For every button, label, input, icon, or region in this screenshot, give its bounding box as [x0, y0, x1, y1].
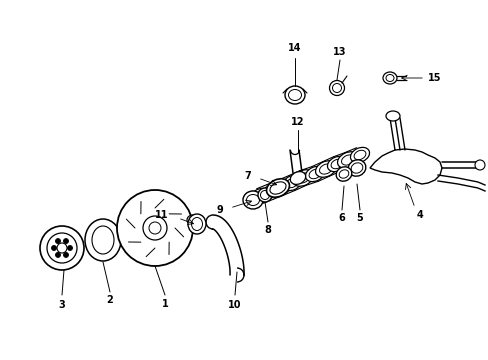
Ellipse shape: [327, 156, 346, 172]
Text: 7: 7: [244, 171, 251, 181]
Ellipse shape: [264, 188, 275, 196]
Text: 1: 1: [162, 299, 168, 309]
Ellipse shape: [329, 81, 344, 95]
Ellipse shape: [341, 155, 354, 165]
Ellipse shape: [350, 163, 362, 173]
Ellipse shape: [186, 215, 199, 225]
Ellipse shape: [243, 191, 263, 209]
Ellipse shape: [290, 172, 305, 184]
Circle shape: [117, 190, 193, 266]
Ellipse shape: [285, 178, 297, 188]
Ellipse shape: [308, 169, 320, 179]
Ellipse shape: [254, 191, 265, 201]
Ellipse shape: [350, 147, 369, 163]
Ellipse shape: [353, 150, 365, 160]
Ellipse shape: [339, 170, 348, 178]
Circle shape: [55, 239, 61, 244]
Text: 8: 8: [264, 225, 271, 235]
Ellipse shape: [85, 219, 121, 261]
Polygon shape: [369, 149, 441, 184]
Circle shape: [55, 252, 61, 257]
Ellipse shape: [474, 160, 484, 170]
Ellipse shape: [315, 161, 336, 177]
Ellipse shape: [191, 217, 202, 230]
Ellipse shape: [347, 160, 365, 176]
Text: 3: 3: [59, 300, 65, 310]
Circle shape: [142, 216, 167, 240]
Text: 2: 2: [106, 295, 113, 305]
Circle shape: [149, 222, 161, 234]
Ellipse shape: [385, 111, 399, 121]
Ellipse shape: [269, 180, 290, 196]
Circle shape: [57, 243, 67, 253]
Ellipse shape: [282, 175, 301, 191]
Text: 6: 6: [338, 213, 345, 223]
Ellipse shape: [332, 84, 341, 93]
Ellipse shape: [385, 75, 393, 81]
Circle shape: [47, 233, 77, 263]
Ellipse shape: [285, 86, 305, 104]
Ellipse shape: [288, 90, 301, 100]
Circle shape: [63, 252, 68, 257]
Text: 11: 11: [155, 210, 168, 220]
Ellipse shape: [335, 167, 351, 181]
Circle shape: [51, 246, 57, 251]
Circle shape: [63, 239, 68, 244]
Ellipse shape: [266, 179, 289, 197]
Circle shape: [40, 226, 84, 270]
Text: 12: 12: [291, 117, 304, 127]
Text: 13: 13: [332, 47, 346, 57]
Text: 15: 15: [427, 73, 441, 83]
Ellipse shape: [92, 226, 114, 254]
Ellipse shape: [337, 152, 358, 168]
Text: 10: 10: [228, 300, 241, 310]
Ellipse shape: [246, 194, 259, 206]
Ellipse shape: [330, 159, 342, 169]
Ellipse shape: [258, 188, 271, 202]
Ellipse shape: [250, 188, 269, 204]
Ellipse shape: [261, 185, 278, 199]
Ellipse shape: [319, 164, 332, 174]
Text: 9: 9: [216, 205, 223, 215]
Ellipse shape: [273, 183, 286, 193]
Ellipse shape: [187, 214, 205, 234]
Text: 14: 14: [287, 43, 301, 53]
Text: 5: 5: [356, 213, 363, 223]
Text: 4: 4: [416, 210, 423, 220]
Ellipse shape: [305, 166, 324, 182]
Ellipse shape: [292, 170, 313, 186]
Ellipse shape: [296, 173, 309, 183]
Circle shape: [67, 246, 72, 251]
Ellipse shape: [260, 190, 269, 199]
Ellipse shape: [269, 182, 285, 194]
Ellipse shape: [382, 72, 396, 84]
